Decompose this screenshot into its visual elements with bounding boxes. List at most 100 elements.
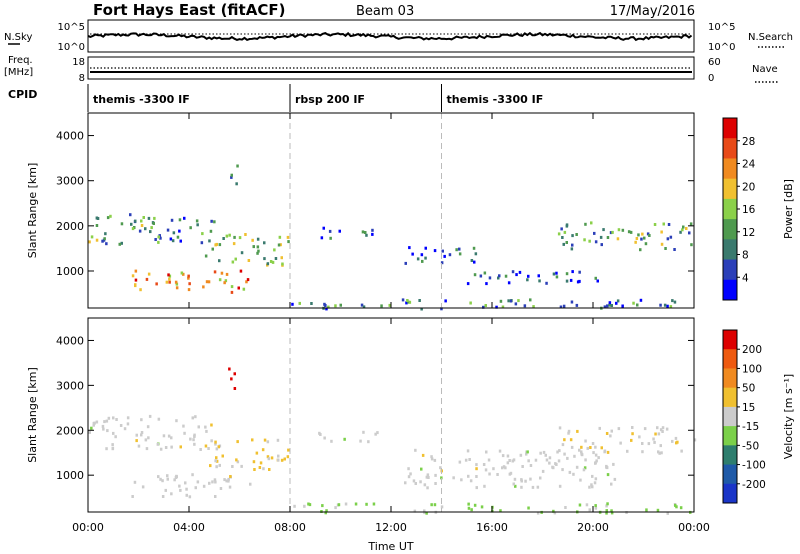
colorbar-tick-label: 12	[742, 227, 755, 239]
data-pixel	[473, 260, 476, 264]
data-pixel	[659, 444, 662, 448]
data-pixel	[595, 459, 598, 463]
data-pixel	[157, 475, 160, 479]
data-pixel	[631, 426, 634, 429]
data-pixel	[131, 227, 135, 231]
data-pixel	[578, 448, 581, 452]
data-pixel	[559, 305, 563, 309]
beam-label: Beam 03	[356, 4, 414, 19]
data-pixel	[600, 243, 603, 247]
data-pixel	[217, 445, 220, 449]
data-pixel	[674, 436, 678, 440]
data-pixel	[195, 219, 199, 223]
data-pixel	[582, 468, 586, 472]
data-pixel	[521, 465, 524, 468]
data-pixel	[440, 307, 443, 311]
data-pixel	[205, 280, 209, 284]
data-pixel	[412, 479, 416, 483]
colorbar-tick-label: -100	[742, 460, 766, 472]
data-pixel	[178, 229, 181, 233]
data-pixel	[170, 436, 173, 440]
data-pixel	[479, 274, 483, 278]
data-pixel	[458, 460, 462, 464]
data-pixel	[101, 424, 105, 428]
data-pixel	[548, 456, 552, 460]
data-pixel	[609, 434, 612, 438]
data-pixel	[175, 474, 178, 478]
data-pixel	[211, 480, 214, 484]
data-pixel	[167, 434, 171, 438]
data-pixel	[466, 282, 470, 286]
colorbar-swatch	[723, 349, 737, 369]
data-pixel	[440, 476, 443, 480]
data-pixel	[145, 447, 149, 451]
data-pixel	[508, 472, 512, 476]
data-pixel	[207, 280, 211, 284]
data-pixel	[545, 458, 549, 462]
data-pixel	[270, 456, 274, 460]
data-pixel	[693, 438, 697, 442]
data-pixel	[328, 229, 332, 233]
data-pixel	[95, 224, 99, 227]
data-pixel	[499, 509, 502, 513]
data-pixel	[194, 486, 197, 490]
data-pixel	[224, 279, 228, 283]
nsearch-label: N.Search	[748, 32, 793, 43]
data-pixel	[666, 511, 669, 515]
data-pixel	[542, 450, 546, 454]
data-pixel	[434, 473, 437, 477]
data-pixel	[266, 262, 270, 266]
data-pixel	[591, 485, 594, 489]
data-pixel	[641, 232, 644, 236]
freq-label: Freq.	[8, 55, 33, 66]
data-pixel	[123, 427, 127, 431]
figure-title: Fort Hays East (fitACF)	[93, 1, 285, 19]
data-pixel	[321, 504, 324, 508]
colorbar-tick-label: 20	[742, 181, 755, 193]
data-pixel	[359, 439, 362, 443]
data-pixel	[433, 249, 437, 253]
power-colorbar: 28 24 20 16 12 8 4 Power [dB]	[722, 117, 795, 301]
data-pixel	[210, 423, 213, 427]
data-pixel	[661, 426, 665, 430]
data-pixel	[324, 511, 327, 515]
data-pixel	[188, 495, 192, 499]
data-pixel	[680, 449, 683, 453]
data-pixel	[322, 226, 325, 230]
data-pixel	[156, 442, 160, 446]
data-pixel	[666, 304, 669, 308]
data-pixel	[598, 426, 601, 430]
data-pixel	[188, 282, 191, 286]
data-pixel	[233, 387, 237, 390]
data-pixel	[95, 238, 99, 242]
data-pixel	[657, 432, 661, 436]
data-pixel	[180, 271, 184, 275]
plot-area	[88, 318, 694, 512]
data-pixel	[408, 246, 411, 250]
data-pixel	[207, 447, 210, 450]
data-pixel	[154, 238, 157, 241]
data-pixel	[209, 229, 213, 233]
data-pixel	[602, 228, 605, 232]
data-pixel	[170, 445, 173, 449]
data-pixel	[236, 440, 239, 444]
data-pixel	[608, 301, 612, 305]
data-pixel	[524, 479, 527, 483]
colorbar-tick-label: 8	[742, 250, 749, 262]
data-pixel	[194, 415, 197, 419]
data-pixel	[475, 467, 478, 471]
data-pixel	[303, 504, 306, 508]
data-pixel	[586, 446, 589, 450]
data-pixel	[591, 442, 595, 445]
data-pixel	[616, 299, 620, 303]
data-pixel	[105, 447, 108, 451]
nsky-label: N.Sky	[4, 32, 32, 43]
data-pixel	[214, 495, 217, 498]
data-pixel	[482, 305, 485, 309]
data-pixel	[488, 276, 492, 280]
data-pixel	[208, 239, 211, 243]
data-pixel	[640, 237, 643, 241]
data-pixel	[380, 304, 383, 308]
data-pixel	[142, 216, 145, 219]
data-pixel	[166, 474, 169, 478]
